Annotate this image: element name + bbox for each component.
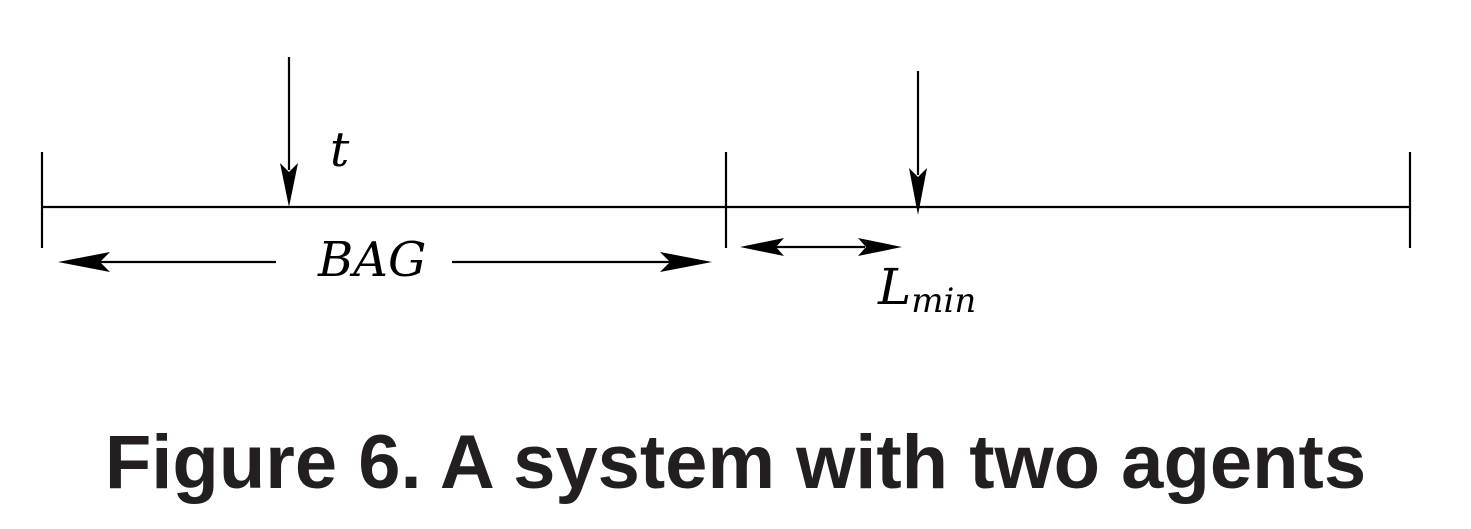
bag-span-arrow-left (58, 252, 276, 272)
arrival-arrow-t (280, 57, 298, 207)
lmin-subscript-text: min (911, 281, 976, 321)
bag-span-arrow-right (452, 252, 712, 272)
arrival-arrow-second (909, 71, 927, 215)
lmin-span-arrow (740, 238, 902, 256)
lmin-main-text: L (877, 258, 911, 316)
bag-label: BAG (317, 232, 426, 288)
lmin-label: Lmin (877, 258, 976, 321)
t-label: t (330, 122, 350, 178)
figure-caption: Figure 6. A system with two agents (104, 420, 1367, 505)
